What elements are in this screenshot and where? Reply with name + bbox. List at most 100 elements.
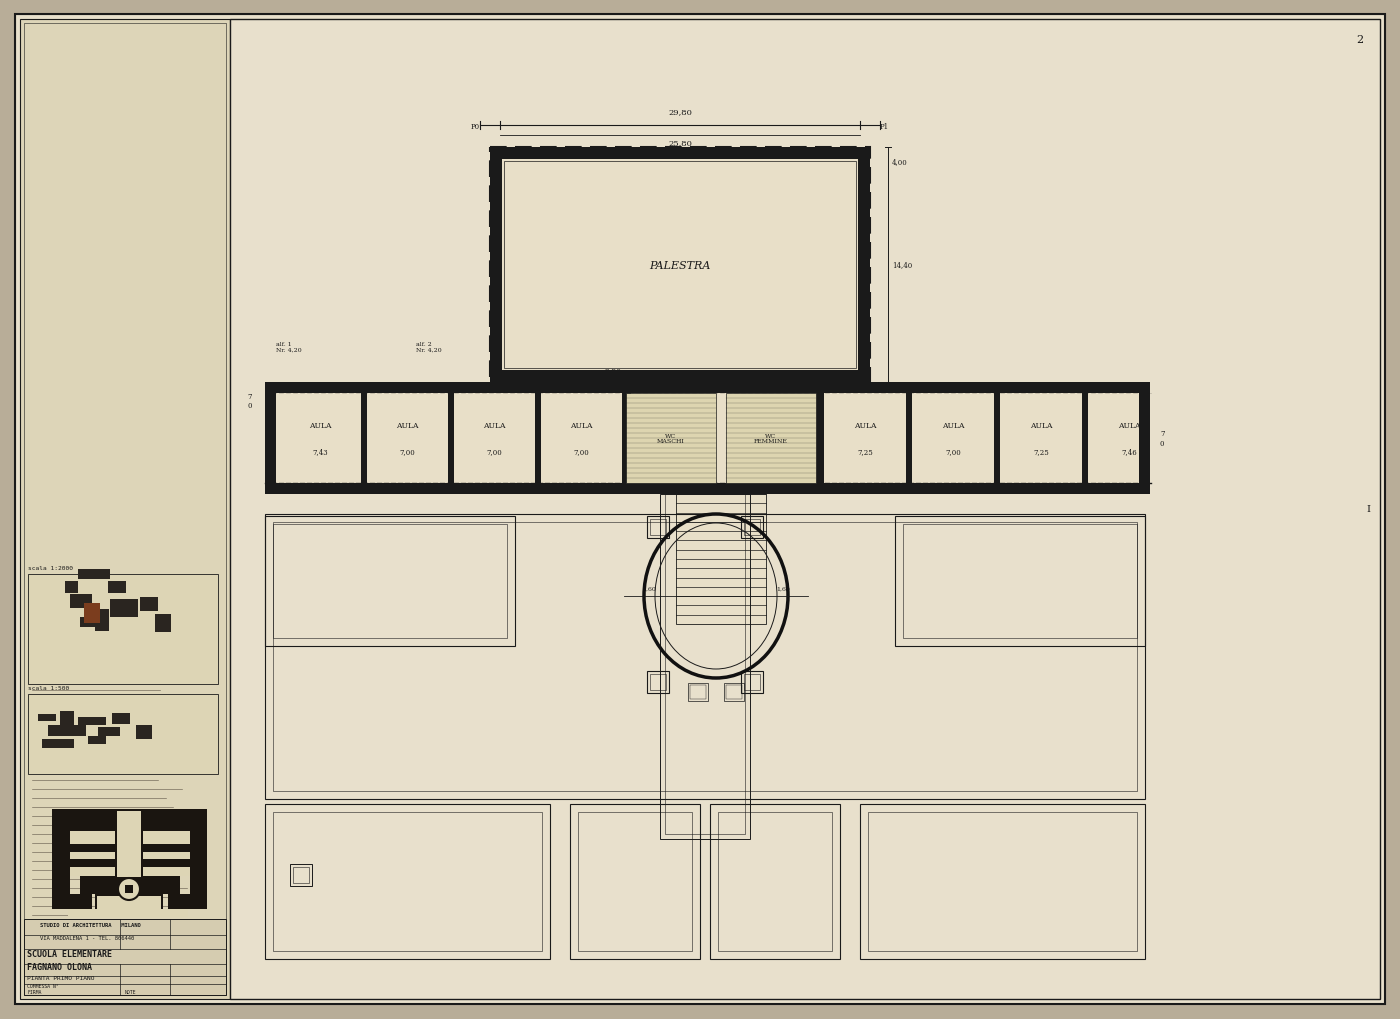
- Bar: [650, 675, 666, 690]
- Bar: [743, 520, 760, 535]
- Bar: [108, 582, 126, 593]
- Bar: [622, 393, 629, 484]
- Bar: [743, 675, 760, 690]
- Bar: [136, 726, 153, 739]
- Text: STUDIO DI ARCHITETTURA   MILANO: STUDIO DI ARCHITETTURA MILANO: [41, 922, 141, 927]
- Text: AULA: AULA: [396, 421, 419, 429]
- Text: 1,60: 1,60: [776, 586, 790, 591]
- Text: 14,40: 14,40: [892, 261, 913, 269]
- Bar: [293, 867, 309, 883]
- Bar: [78, 717, 106, 726]
- Text: AULA: AULA: [1030, 421, 1053, 429]
- Bar: [490, 148, 869, 382]
- Bar: [895, 517, 1145, 646]
- Bar: [155, 614, 171, 633]
- Text: 7,46: 7,46: [1121, 448, 1137, 457]
- Bar: [490, 371, 869, 382]
- Text: FIRMA: FIRMA: [27, 989, 42, 994]
- Text: PALESTRA: PALESTRA: [650, 260, 711, 270]
- Text: P0: P0: [470, 123, 480, 130]
- Bar: [868, 812, 1137, 951]
- Bar: [860, 804, 1145, 959]
- Text: FAGNANO OLONA: FAGNANO OLONA: [27, 962, 92, 971]
- Text: COMMESSA N°: COMMESSA N°: [27, 983, 59, 988]
- Bar: [20, 20, 230, 999]
- Bar: [903, 525, 1137, 638]
- Text: 7,43: 7,43: [312, 448, 328, 457]
- Bar: [190, 854, 207, 894]
- Bar: [69, 909, 188, 917]
- Text: AULA: AULA: [942, 421, 965, 429]
- Bar: [718, 812, 832, 951]
- Text: alf. 2
Nr. 4,20: alf. 2 Nr. 4,20: [416, 341, 442, 353]
- Bar: [80, 876, 181, 894]
- Text: 7,00: 7,00: [945, 448, 960, 457]
- Bar: [448, 393, 454, 484]
- Bar: [97, 896, 161, 914]
- Bar: [626, 393, 631, 484]
- Text: scala 1:2000: scala 1:2000: [28, 566, 73, 571]
- Bar: [578, 812, 692, 951]
- Bar: [265, 484, 1149, 494]
- Bar: [290, 864, 312, 887]
- Text: 2: 2: [1357, 35, 1364, 45]
- Bar: [98, 728, 120, 737]
- Text: NOTE: NOTE: [125, 989, 137, 994]
- Bar: [48, 726, 85, 737]
- Bar: [665, 494, 745, 835]
- Text: WC
FEMMINE: WC FEMMINE: [755, 433, 788, 444]
- Bar: [88, 737, 106, 744]
- Bar: [273, 525, 507, 638]
- Bar: [676, 494, 766, 625]
- Bar: [42, 739, 74, 748]
- Bar: [118, 811, 141, 877]
- Text: 7,25: 7,25: [1033, 448, 1049, 457]
- Bar: [52, 894, 92, 909]
- Bar: [38, 714, 56, 721]
- Bar: [265, 804, 550, 959]
- Text: 7,00: 7,00: [399, 448, 416, 457]
- Text: I: I: [1366, 505, 1371, 514]
- Bar: [70, 859, 190, 867]
- Text: AULA: AULA: [309, 421, 332, 429]
- Bar: [276, 393, 1140, 484]
- Bar: [647, 517, 669, 538]
- Bar: [273, 812, 542, 951]
- Bar: [70, 832, 190, 876]
- Bar: [140, 597, 158, 611]
- Text: AULA: AULA: [854, 421, 876, 429]
- Bar: [24, 24, 225, 995]
- Bar: [710, 804, 840, 959]
- Text: 25,80: 25,80: [668, 139, 692, 147]
- Bar: [741, 672, 763, 693]
- Bar: [115, 809, 143, 879]
- Bar: [125, 886, 133, 893]
- Bar: [490, 148, 503, 382]
- Text: 6,70: 6,70: [708, 586, 722, 591]
- Text: 7,25: 7,25: [857, 448, 872, 457]
- Text: WC
MASCHI: WC MASCHI: [657, 433, 685, 444]
- Bar: [111, 599, 139, 618]
- Bar: [24, 919, 225, 995]
- Bar: [647, 672, 669, 693]
- Bar: [190, 832, 207, 876]
- Text: 1,60: 1,60: [643, 586, 657, 591]
- Text: 29,80: 29,80: [668, 108, 692, 116]
- Bar: [265, 515, 1145, 799]
- Bar: [112, 713, 130, 725]
- Text: 7,00: 7,00: [487, 448, 503, 457]
- Bar: [64, 582, 78, 593]
- Bar: [273, 523, 1137, 791]
- Bar: [60, 711, 74, 726]
- Text: PIANTA PRIMO PIANO: PIANTA PRIMO PIANO: [27, 975, 95, 980]
- Bar: [818, 393, 825, 484]
- Bar: [490, 148, 869, 160]
- Bar: [230, 20, 1380, 999]
- Bar: [52, 832, 70, 876]
- Bar: [28, 575, 218, 685]
- Bar: [265, 382, 276, 494]
- Bar: [1140, 382, 1149, 494]
- Bar: [265, 382, 1149, 494]
- Bar: [504, 162, 855, 369]
- Bar: [84, 603, 99, 624]
